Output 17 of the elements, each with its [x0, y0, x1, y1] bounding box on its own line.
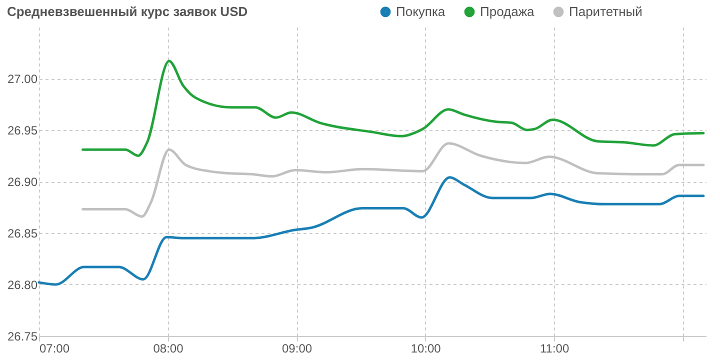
- y-tick-label: 26.85: [7, 226, 38, 240]
- x-tick-label: 09:00: [282, 342, 312, 356]
- x-tick-label: 08:00: [153, 342, 184, 356]
- y-tick-label: 26.75: [7, 330, 38, 344]
- legend-label: Продажа: [480, 4, 536, 19]
- legend-label: Покупка: [396, 4, 446, 19]
- y-tick-label: 27.00: [7, 72, 38, 86]
- y-tick-label: 26.95: [7, 124, 38, 138]
- y-tick-label: 26.80: [7, 278, 38, 292]
- line-series: [82, 60, 705, 157]
- x-tick-label: 10:00: [410, 342, 442, 356]
- line-series: [38, 176, 705, 286]
- x-tick-label: 11:00: [540, 342, 570, 356]
- x-tick-label: 07:00: [40, 342, 70, 356]
- y-tick-label: 26.90: [7, 175, 38, 189]
- legend-label: Паритетный: [569, 4, 642, 19]
- chart-title: Средневзвешенный курс заявок USD: [6, 4, 248, 19]
